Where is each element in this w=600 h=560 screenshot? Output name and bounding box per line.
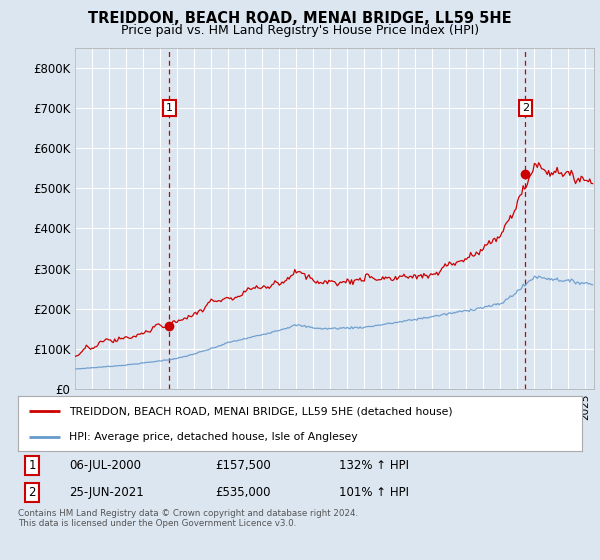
Text: 101% ↑ HPI: 101% ↑ HPI [340, 486, 409, 499]
Text: Price paid vs. HM Land Registry's House Price Index (HPI): Price paid vs. HM Land Registry's House … [121, 24, 479, 36]
Text: £157,500: £157,500 [215, 459, 271, 472]
Text: HPI: Average price, detached house, Isle of Anglesey: HPI: Average price, detached house, Isle… [69, 432, 358, 442]
Text: 25-JUN-2021: 25-JUN-2021 [69, 486, 143, 499]
Text: TREIDDON, BEACH ROAD, MENAI BRIDGE, LL59 5HE (detached house): TREIDDON, BEACH ROAD, MENAI BRIDGE, LL59… [69, 407, 452, 416]
Text: 1: 1 [28, 459, 36, 472]
Text: TREIDDON, BEACH ROAD, MENAI BRIDGE, LL59 5HE: TREIDDON, BEACH ROAD, MENAI BRIDGE, LL59… [88, 11, 512, 26]
Text: Contains HM Land Registry data © Crown copyright and database right 2024.
This d: Contains HM Land Registry data © Crown c… [18, 509, 358, 529]
Text: 2: 2 [28, 486, 36, 499]
Text: 1: 1 [166, 103, 173, 113]
Text: £535,000: £535,000 [215, 486, 271, 499]
Text: 2: 2 [521, 103, 529, 113]
Text: 06-JUL-2000: 06-JUL-2000 [69, 459, 141, 472]
Text: 132% ↑ HPI: 132% ↑ HPI [340, 459, 409, 472]
